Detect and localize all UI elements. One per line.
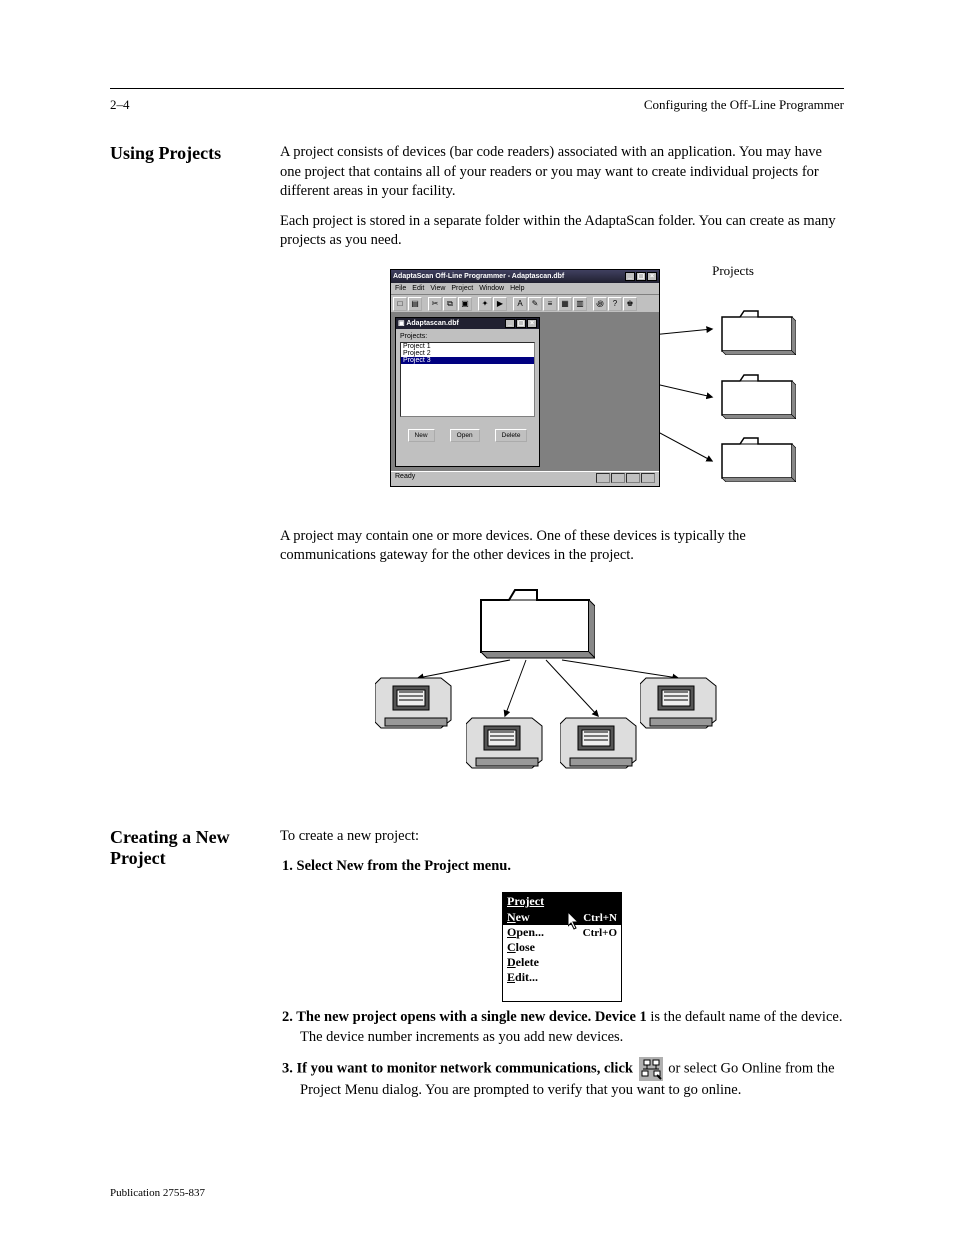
- tool-e-icon[interactable]: ▥: [573, 297, 587, 311]
- folder-icon: [718, 432, 796, 482]
- title-bar: AdaptaScan Off-Line Programmer - Adaptas…: [391, 270, 659, 283]
- minimize-button[interactable]: _: [625, 272, 635, 281]
- tool-d-icon[interactable]: ▦: [558, 297, 572, 311]
- tool-paste-icon[interactable]: ▣: [458, 297, 472, 311]
- menu-view[interactable]: View: [430, 285, 445, 292]
- para-projects-intro: A project consists of devices (bar code …: [280, 143, 844, 202]
- menu-item-open[interactable]: Open... Ctrl+O: [503, 925, 621, 940]
- go-online-icon: [639, 1057, 663, 1081]
- tool-new-icon[interactable]: □: [393, 297, 407, 311]
- menu-item-delete[interactable]: Delete: [503, 955, 621, 970]
- figure-projects-folders: AdaptaScan Off-Line Programmer - Adaptas…: [280, 269, 844, 519]
- child-minimize-button[interactable]: _: [505, 319, 515, 328]
- para-project-devices: A project may contain one or more device…: [280, 527, 844, 566]
- tool-copy-icon[interactable]: ⧉: [443, 297, 457, 311]
- new-button[interactable]: New: [408, 429, 435, 442]
- step-3: 3. If you want to monitor network commun…: [300, 1057, 844, 1101]
- tool-about-icon[interactable]: ♚: [623, 297, 637, 311]
- project-folder-icon: [475, 582, 595, 660]
- menu-window[interactable]: Window: [479, 285, 504, 292]
- figure-project-menu: Project New Ctrl+N Open... Ctrl+O Close …: [280, 892, 844, 1002]
- toolbar: □ ▤ ✂ ⧉ ▣ ✦ ▶ A ✎ ≡ ▦ ▥ ꩜ ? ♚: [391, 295, 659, 313]
- projects-listbox[interactable]: Project 1 Project 2 Project 3: [400, 342, 535, 417]
- tool-run-icon[interactable]: ▶: [493, 297, 507, 311]
- folder-icon: [718, 305, 796, 355]
- child-maximize-button[interactable]: ▢: [516, 319, 526, 328]
- delete-button[interactable]: Delete: [495, 429, 528, 442]
- menu-edit[interactable]: Edit: [412, 285, 424, 292]
- project-item-2[interactable]: Project 2: [401, 350, 534, 357]
- menu-item-new[interactable]: New Ctrl+N: [503, 910, 621, 925]
- publication-number: Publication 2755-837: [110, 1187, 205, 1199]
- projects-callout-label: Projects: [712, 263, 754, 279]
- tool-c-icon[interactable]: ≡: [543, 297, 557, 311]
- para-projects-storage: Each project is stored in a separate fol…: [280, 212, 844, 251]
- step-1: 1. Select New from the Project menu.: [300, 857, 844, 877]
- step-2: 2. The new project opens with a single n…: [300, 1008, 844, 1047]
- project-item-3[interactable]: Project 3: [401, 357, 534, 364]
- figure-project-devices: [280, 582, 844, 797]
- folder-icon: [718, 369, 796, 419]
- close-button[interactable]: ×: [647, 272, 657, 281]
- scanner-icon: [640, 670, 722, 730]
- project-item-1[interactable]: Project 1: [401, 343, 534, 350]
- projects-label: Projects:: [400, 333, 535, 340]
- scanner-icon: [560, 710, 642, 770]
- open-button[interactable]: Open: [450, 429, 480, 442]
- tool-wand-icon[interactable]: ✦: [478, 297, 492, 311]
- app-window: AdaptaScan Off-Line Programmer - Adaptas…: [390, 269, 660, 487]
- tool-help-icon[interactable]: ?: [608, 297, 622, 311]
- tool-net-icon[interactable]: ꩜: [593, 297, 607, 311]
- menu-item-edit[interactable]: Edit...: [503, 970, 621, 985]
- child-close-button[interactable]: ×: [527, 319, 537, 328]
- status-text: Ready: [395, 473, 415, 484]
- header-rule: [110, 88, 844, 89]
- project-list-window: ▣ Adaptascan.dbf _ ▢ × Projects: Project…: [395, 317, 540, 467]
- window-title: AdaptaScan Off-Line Programmer - Adaptas…: [393, 273, 564, 280]
- scanner-icon: [466, 710, 548, 770]
- maximize-button[interactable]: ▢: [636, 272, 646, 281]
- status-bar: Ready: [391, 471, 659, 485]
- section-heading-creating-project: Creating a New Project: [110, 827, 280, 886]
- tool-b-icon[interactable]: ✎: [528, 297, 542, 311]
- scanner-icon: [375, 670, 457, 730]
- tool-a-icon[interactable]: A: [513, 297, 527, 311]
- running-header: 2–4 Configuring the Off-Line Programmer: [110, 97, 844, 113]
- menu-bar: File Edit View Project Window Help: [391, 283, 659, 295]
- page-number: 2–4: [110, 97, 130, 113]
- section-heading-using-projects: Using Projects: [110, 143, 280, 261]
- tool-cut-icon[interactable]: ✂: [428, 297, 442, 311]
- para-create-intro: To create a new project:: [280, 827, 844, 847]
- menu-help[interactable]: Help: [510, 285, 524, 292]
- menu-item-close[interactable]: Close: [503, 940, 621, 955]
- tool-open-icon[interactable]: ▤: [408, 297, 422, 311]
- menu-file[interactable]: File: [395, 285, 406, 292]
- menu-title: Project: [503, 893, 621, 910]
- child-window-title: Adaptascan.dbf: [406, 320, 459, 327]
- chapter-title: Configuring the Off-Line Programmer: [644, 97, 844, 113]
- project-menu: Project New Ctrl+N Open... Ctrl+O Close …: [502, 892, 622, 1002]
- menu-project[interactable]: Project: [451, 285, 473, 292]
